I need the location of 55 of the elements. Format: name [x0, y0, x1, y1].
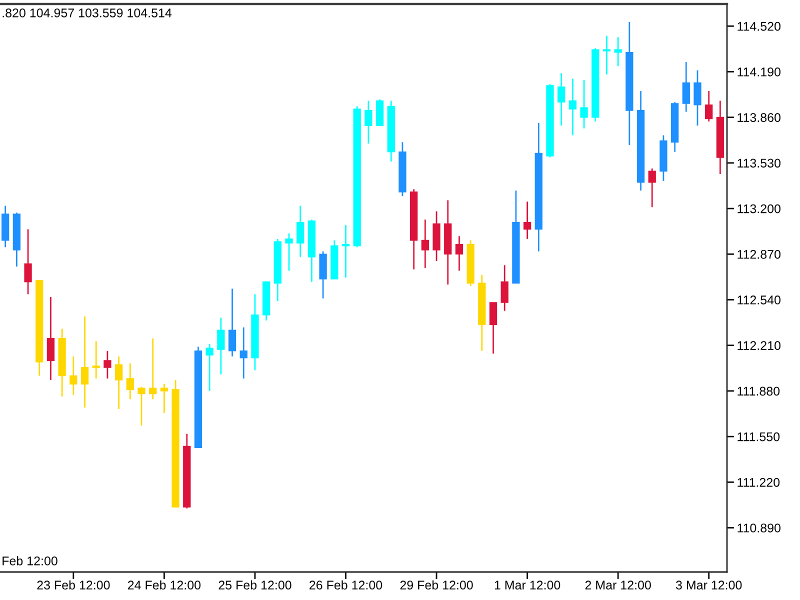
- candlestick: [364, 100, 372, 144]
- candlestick: [138, 386, 146, 426]
- candlestick: [285, 232, 293, 272]
- candlestick: [694, 70, 702, 126]
- x-tick-label: 25 Feb 12:00: [218, 580, 292, 590]
- y-tick-label: 114.190: [738, 68, 780, 76]
- candlestick: [421, 218, 429, 269]
- x-tick-label: 26 Feb 12:00: [310, 580, 382, 590]
- candlestick: [500, 264, 508, 312]
- candlestick: [240, 326, 248, 380]
- candlestick: [523, 200, 532, 240]
- annotation: Feb 12:00: [2, 556, 58, 566]
- candlestick: [682, 61, 690, 112]
- candlestick: [46, 296, 55, 381]
- candlestick: [104, 350, 112, 380]
- candlestick: [568, 78, 577, 136]
- candlestick: [558, 72, 566, 126]
- y-tick-label: 114.520: [738, 22, 780, 31]
- candlestick: [296, 205, 304, 258]
- candlestick: [228, 288, 236, 358]
- candlestick: [489, 302, 498, 354]
- annotation: .820 104.957 103.559 104.514: [2, 8, 172, 18]
- candlestick: [206, 343, 214, 392]
- candlestick: [342, 224, 350, 278]
- candlestick: [114, 356, 123, 410]
- candlestick: [455, 235, 464, 272]
- y-tick-label: 112.210: [738, 341, 780, 350]
- candlestick: [217, 317, 225, 376]
- x-tick-label: 2 Mar 12:00: [585, 580, 651, 590]
- y-tick-label: 113.860: [738, 113, 780, 122]
- y-tick-label: 113.200: [738, 204, 780, 214]
- candlestick: [149, 338, 157, 400]
- candlestick: [80, 316, 89, 408]
- candlestick: [705, 90, 713, 122]
- y-tick-label: 112.870: [738, 250, 780, 259]
- candlestick: [126, 362, 134, 400]
- y-tick-label: 111.880: [738, 386, 780, 396]
- candlestick: [580, 79, 588, 130]
- y-tick-label: 111.550: [738, 432, 780, 442]
- candlestick: [602, 35, 611, 76]
- x-tick-label: 29 Feb 12:00: [400, 580, 473, 590]
- candlestick: [648, 168, 656, 208]
- candlestick: [160, 383, 168, 414]
- x-tick-label: 1 Mar 12:00: [494, 580, 560, 590]
- y-tick-label: 110.890: [738, 524, 780, 532]
- candlestick: [614, 36, 622, 67]
- candlestick: [24, 228, 32, 295]
- y-tick-label: 111.220: [738, 478, 780, 487]
- candlestick: [92, 340, 100, 380]
- y-tick-label: 112.540: [738, 296, 780, 304]
- x-tick-label: 23 Feb 12:00: [37, 580, 110, 590]
- candlestick: [70, 356, 78, 396]
- y-tick-label: 113.530: [738, 158, 780, 168]
- x-tick-label: 24 Feb 12:00: [128, 580, 201, 590]
- x-tick-label: 3 Mar 12:00: [676, 580, 742, 590]
